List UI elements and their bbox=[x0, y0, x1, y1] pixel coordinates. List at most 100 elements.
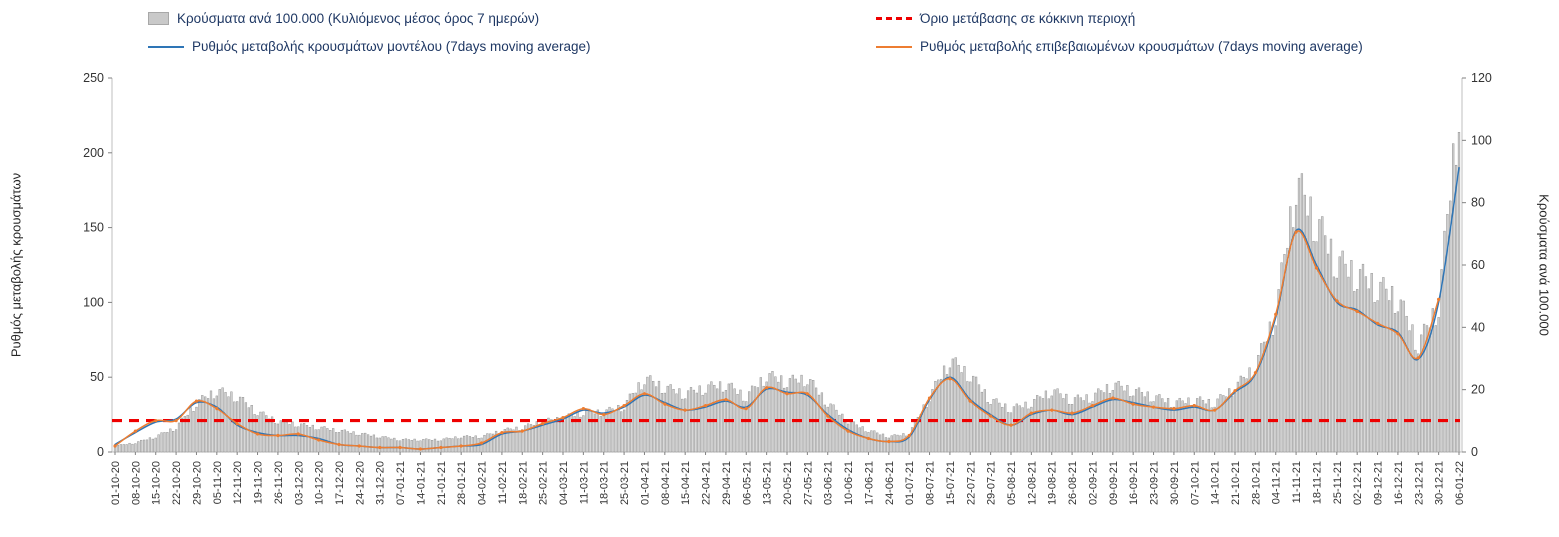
legend-label-confirmed: Ρυθμός μεταβολής επιβεβαιωμένων κρουσμάτ… bbox=[920, 39, 1363, 54]
bar bbox=[425, 438, 428, 453]
x-tick-label: 04-02-21 bbox=[477, 461, 489, 505]
x-tick-label: 05-11-20 bbox=[212, 461, 224, 504]
bar bbox=[1353, 291, 1356, 453]
bar bbox=[1030, 406, 1033, 453]
marker-dot bbox=[622, 404, 626, 408]
bar bbox=[1367, 288, 1370, 453]
bar bbox=[538, 425, 541, 453]
bar bbox=[934, 380, 937, 453]
bar bbox=[1009, 412, 1013, 453]
marker-dot bbox=[1416, 356, 1420, 360]
bar bbox=[841, 413, 844, 453]
marker-dot bbox=[1314, 266, 1319, 270]
bar bbox=[681, 398, 684, 453]
bar bbox=[244, 402, 248, 453]
left-tick-label: 50 bbox=[90, 370, 104, 384]
marker-dot bbox=[1131, 402, 1135, 406]
bar bbox=[134, 443, 137, 453]
x-tick-label: 08-07-21 bbox=[925, 461, 937, 505]
bar bbox=[576, 411, 579, 453]
bar bbox=[215, 395, 218, 453]
bar bbox=[765, 381, 768, 453]
bar bbox=[972, 375, 975, 453]
bar bbox=[128, 442, 131, 453]
bar bbox=[1132, 395, 1135, 453]
marker-dot bbox=[1192, 404, 1196, 408]
bar bbox=[669, 384, 672, 453]
marker-dot bbox=[357, 444, 361, 448]
bar bbox=[838, 414, 841, 453]
marker-dot bbox=[968, 399, 972, 403]
bar bbox=[870, 430, 873, 453]
x-tick-label: 25-11-21 bbox=[1332, 461, 1344, 504]
bar bbox=[561, 420, 565, 453]
bar bbox=[393, 437, 396, 453]
bar bbox=[628, 393, 632, 453]
marker-dot bbox=[663, 402, 667, 406]
bar bbox=[948, 367, 952, 453]
bar bbox=[611, 408, 614, 453]
bar bbox=[826, 406, 829, 453]
bar bbox=[675, 393, 678, 453]
bar bbox=[896, 434, 899, 453]
bar bbox=[1161, 398, 1164, 453]
marker-dot bbox=[1029, 411, 1033, 415]
marker-dot bbox=[1111, 396, 1115, 400]
x-tick-label: 28-01-21 bbox=[456, 461, 468, 505]
marker-dot bbox=[1335, 299, 1339, 303]
bar bbox=[1306, 215, 1309, 453]
bar bbox=[1021, 407, 1024, 453]
bar bbox=[407, 439, 410, 453]
x-tick-label: 07-10-21 bbox=[1189, 461, 1201, 505]
bar bbox=[448, 437, 451, 453]
bar bbox=[588, 408, 591, 453]
bar bbox=[1405, 315, 1408, 453]
x-tick-label: 25-02-21 bbox=[538, 461, 550, 505]
bar bbox=[809, 379, 812, 453]
x-tick-label: 15-07-21 bbox=[945, 461, 957, 505]
marker-dot bbox=[1050, 408, 1054, 412]
bar bbox=[343, 429, 346, 453]
bar bbox=[1033, 399, 1036, 453]
bar bbox=[1169, 407, 1173, 453]
bar bbox=[1146, 391, 1149, 453]
bar bbox=[852, 421, 856, 453]
bar bbox=[550, 419, 553, 453]
left-tick-label: 250 bbox=[83, 71, 104, 85]
bar bbox=[273, 423, 277, 453]
bar bbox=[1286, 247, 1289, 453]
bar bbox=[1454, 164, 1458, 453]
bar bbox=[1065, 393, 1068, 453]
bar bbox=[614, 410, 617, 453]
x-tick-label: 22-07-21 bbox=[965, 461, 977, 505]
marker-dot bbox=[459, 444, 463, 448]
bar bbox=[1155, 395, 1158, 453]
bar bbox=[529, 424, 533, 453]
bar bbox=[361, 433, 364, 453]
marker-dot bbox=[1151, 405, 1156, 409]
legend-label-model: Ρυθμός μεταβολής κρουσμάτων μοντέλου (7d… bbox=[192, 39, 591, 54]
bar bbox=[718, 381, 722, 453]
x-tick-label: 21-01-21 bbox=[436, 461, 448, 505]
bar bbox=[750, 385, 754, 453]
bar bbox=[637, 382, 640, 453]
confirmed-line-markers bbox=[113, 230, 1441, 451]
bar bbox=[1356, 289, 1359, 453]
right-tick-label: 80 bbox=[1471, 196, 1485, 210]
bar bbox=[1181, 400, 1184, 453]
x-tick-label: 24-06-21 bbox=[884, 461, 896, 505]
x-tick-label: 14-10-21 bbox=[1210, 461, 1222, 505]
x-tick-label: 16-09-21 bbox=[1128, 461, 1140, 505]
bar bbox=[433, 438, 437, 453]
bar bbox=[1158, 394, 1161, 453]
bar bbox=[177, 422, 181, 453]
bar bbox=[663, 392, 666, 453]
bar bbox=[1251, 377, 1254, 453]
x-tick-label: 19-11-20 bbox=[253, 461, 265, 504]
bar bbox=[832, 404, 835, 453]
bar bbox=[713, 384, 716, 453]
x-tick-label: 30-12-21 bbox=[1434, 461, 1446, 505]
bar bbox=[1364, 276, 1368, 453]
bar bbox=[1294, 204, 1298, 453]
bar bbox=[902, 433, 905, 453]
